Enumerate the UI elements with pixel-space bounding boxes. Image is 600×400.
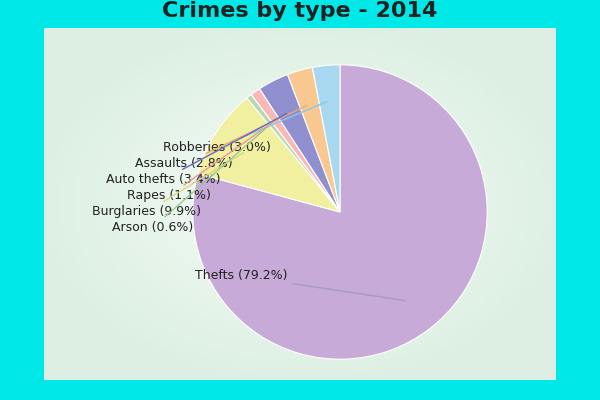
Wedge shape: [198, 98, 340, 212]
Wedge shape: [247, 94, 340, 212]
Wedge shape: [260, 74, 340, 212]
Wedge shape: [251, 89, 340, 212]
Text: Auto thefts (3.4%): Auto thefts (3.4%): [106, 114, 287, 186]
Text: Rapes (1.1%): Rapes (1.1%): [127, 122, 274, 202]
Text: Burglaries (9.9%): Burglaries (9.9%): [92, 152, 244, 218]
Text: Assaults (2.8%): Assaults (2.8%): [135, 106, 307, 170]
Text: Robberies (3.0%): Robberies (3.0%): [163, 102, 327, 154]
Title: Crimes by type - 2014: Crimes by type - 2014: [163, 1, 437, 21]
Text: Thefts (79.2%): Thefts (79.2%): [194, 270, 406, 300]
Wedge shape: [313, 65, 340, 212]
Text: Arson (0.6%): Arson (0.6%): [112, 126, 269, 234]
Wedge shape: [287, 68, 340, 212]
Wedge shape: [193, 65, 487, 359]
